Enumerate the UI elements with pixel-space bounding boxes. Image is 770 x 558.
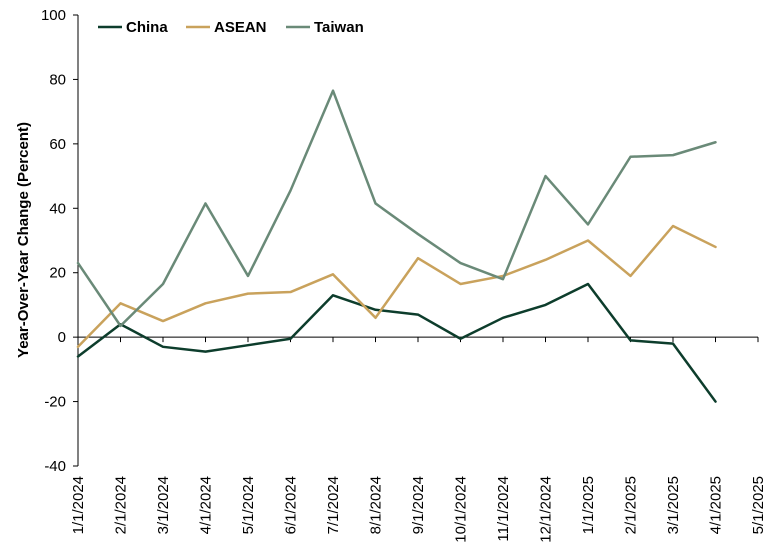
x-tick-label: 9/1/2024 xyxy=(410,476,427,534)
x-tick-label: 5/1/2024 xyxy=(240,476,257,534)
y-tick-label: 20 xyxy=(49,265,66,282)
y-tick-label: 40 xyxy=(49,200,66,217)
x-tick-label: 5/1/2025 xyxy=(750,476,767,534)
y-tick-label: -20 xyxy=(44,394,66,411)
x-tick-label: 4/1/2024 xyxy=(198,476,215,534)
axes xyxy=(73,14,759,467)
series-line-asean xyxy=(76,224,717,349)
x-tick-label: 4/1/2025 xyxy=(708,476,725,534)
series-line-taiwan xyxy=(76,89,717,328)
y-axis-label: Year-Over-Year Change (Percent) xyxy=(15,122,32,358)
series-line-china xyxy=(76,282,717,403)
legend-label-china: China xyxy=(126,19,168,36)
x-tick-label: 11/1/2024 xyxy=(495,476,512,542)
x-tick-label: 3/1/2024 xyxy=(155,476,172,534)
y-tick-label: -40 xyxy=(44,458,66,475)
x-tick-label: 7/1/2024 xyxy=(325,476,342,534)
series-lines xyxy=(76,89,717,403)
x-tick-label: 6/1/2024 xyxy=(283,476,300,534)
x-tick-label: 1/1/2025 xyxy=(580,476,597,534)
y-tick-label: 100 xyxy=(41,7,66,24)
x-tick-label: 8/1/2024 xyxy=(368,476,385,534)
y-tick-label: 80 xyxy=(49,71,66,88)
x-tick-label: 1/1/2024 xyxy=(70,476,87,534)
x-tick-label: 2/1/2025 xyxy=(623,476,640,534)
legend-label-asean: ASEAN xyxy=(214,19,267,36)
legend-label-taiwan: Taiwan xyxy=(314,19,364,36)
y-tick-label: 0 xyxy=(58,329,66,346)
x-tick-labels: 1/1/2024 2/1/2024 3/1/2024 4/1/2024 5/1/2024… xyxy=(70,476,767,543)
x-tick-label: 3/1/2025 xyxy=(665,476,682,534)
legend: China ASEAN Taiwan xyxy=(98,19,364,36)
x-tick-label: 10/1/2024 xyxy=(453,476,470,543)
y-tick-labels: -40 -20 0 20 40 60 80 100 xyxy=(41,7,66,475)
x-tick-label: 12/1/2024 xyxy=(538,476,555,543)
x-tick-label: 2/1/2024 xyxy=(113,476,130,534)
y-tick-label: 60 xyxy=(49,136,66,153)
